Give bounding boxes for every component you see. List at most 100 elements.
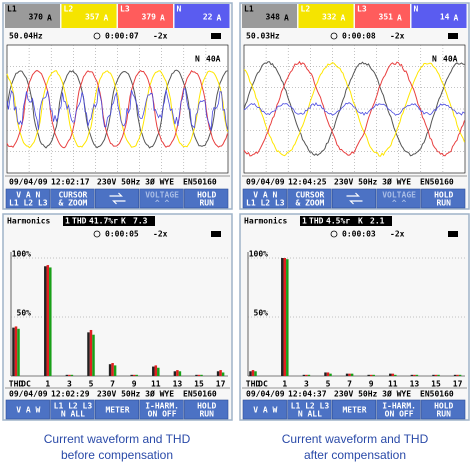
bar: [49, 267, 52, 376]
softkey-label: & ZOOM: [58, 199, 87, 208]
reading-box: [355, 4, 410, 28]
softkey-label: V A W: [253, 406, 277, 415]
bar: [176, 370, 179, 376]
waveform: [243, 61, 465, 157]
bar: [432, 374, 435, 376]
bar: [132, 374, 136, 376]
x-tick-label: 1: [282, 380, 287, 389]
x-tick-label: 13: [410, 380, 420, 389]
battery-icon: [448, 33, 458, 39]
reading-box: [242, 4, 297, 28]
softkey: [50, 399, 95, 420]
softkey-label: HOLD: [434, 402, 453, 411]
footer-date: 09/04/09: [9, 390, 48, 399]
x-tick-label: 17: [453, 380, 463, 389]
reading-phase: L3: [357, 5, 367, 14]
footer-date: 09/04/09: [246, 178, 285, 187]
footer-standard: EN50160: [183, 390, 217, 399]
softkey-label: HOLD: [434, 191, 453, 200]
swap-icon: [346, 192, 363, 205]
reading-value: 370: [29, 13, 44, 22]
footer-date: 09/04/09: [246, 390, 285, 399]
bar: [17, 328, 20, 376]
zoom: -2x: [390, 32, 405, 41]
reading-box: [298, 4, 354, 28]
softkey-label: V A W: [16, 406, 40, 415]
reading-phase: N: [414, 5, 419, 14]
x-tick-label: 5: [89, 380, 94, 389]
footer-date: 09/04/09: [9, 178, 48, 187]
thd-label: THD: [309, 217, 324, 226]
reading-unit: A: [47, 14, 52, 23]
footer-info: 230V 50Hz 3Ø WYE: [334, 177, 411, 187]
softkey-label: VOLTAGE: [382, 191, 416, 200]
x-tick-label: 11: [388, 380, 398, 389]
clock-icon: [330, 230, 338, 238]
frequency: 50.03Hz: [246, 32, 280, 41]
footer-standard: EN50160: [420, 390, 454, 399]
y-tick-label: 100%: [249, 250, 268, 259]
bar: [68, 374, 71, 376]
reading-phase: L1: [244, 5, 254, 14]
x-tick-label: 7: [110, 380, 115, 389]
softkey-label: V A N: [253, 191, 277, 200]
reading-value: 357: [85, 13, 100, 22]
k-value: 2.1: [370, 217, 385, 226]
x-tick-label: 3: [304, 380, 309, 389]
timer: 0:00:03: [342, 230, 376, 239]
waveform-neutral: [243, 102, 465, 116]
softkey: [139, 399, 184, 420]
swap-icon: [109, 192, 126, 205]
softkey-label: & ZOOM: [295, 199, 324, 208]
softkey-label: V A N: [16, 191, 40, 200]
x-tick-label: 5: [326, 380, 331, 389]
softkey-label: I-HARM.: [145, 402, 179, 411]
bar: [249, 371, 252, 376]
softkey: [184, 188, 229, 209]
clock-icon: [330, 32, 338, 40]
battery-icon: [211, 231, 221, 237]
bar: [157, 367, 160, 376]
bar: [216, 371, 220, 376]
bar: [307, 374, 311, 376]
bar: [391, 373, 395, 376]
waveform: [6, 69, 228, 149]
reading-value: 22: [203, 13, 213, 22]
k-value: 7.3: [133, 217, 148, 226]
bar: [324, 372, 327, 376]
bar: [389, 373, 392, 376]
reading-phase: L3: [120, 5, 130, 14]
bar: [394, 374, 397, 376]
y-tick-label: 50%: [17, 309, 32, 318]
softkey: [50, 188, 95, 209]
bar: [367, 374, 370, 376]
bar: [458, 374, 462, 376]
bar: [283, 258, 287, 376]
bar: [251, 370, 255, 376]
x-tick-label: 1: [45, 380, 50, 389]
timer: 0:00:08: [342, 32, 376, 41]
footer-standard: EN50160: [183, 178, 217, 187]
thd-label: THD: [72, 217, 87, 226]
bar: [286, 259, 289, 376]
softkey: [376, 188, 421, 209]
bar: [372, 374, 375, 376]
x-tick-label: 11: [151, 380, 161, 389]
bar: [329, 373, 332, 376]
timer: 0:00:07: [105, 32, 139, 41]
reading-value: 332: [322, 13, 337, 22]
phase: 1: [65, 217, 70, 226]
footer-standard: EN50160: [420, 178, 454, 187]
softkey-label: HOLD: [197, 402, 216, 411]
bar: [14, 326, 18, 376]
reading-phase: N: [177, 5, 182, 14]
reading-value: 348: [266, 13, 281, 22]
reading-unit: A: [104, 14, 109, 23]
thd-value: 41.7%r: [89, 217, 118, 226]
scale-phase: N: [432, 55, 437, 64]
x-tick-label: 9: [132, 380, 137, 389]
softkey: [5, 399, 50, 420]
bar: [46, 265, 50, 376]
reading-box: [5, 4, 60, 28]
x-tick-label: 13: [173, 380, 183, 389]
